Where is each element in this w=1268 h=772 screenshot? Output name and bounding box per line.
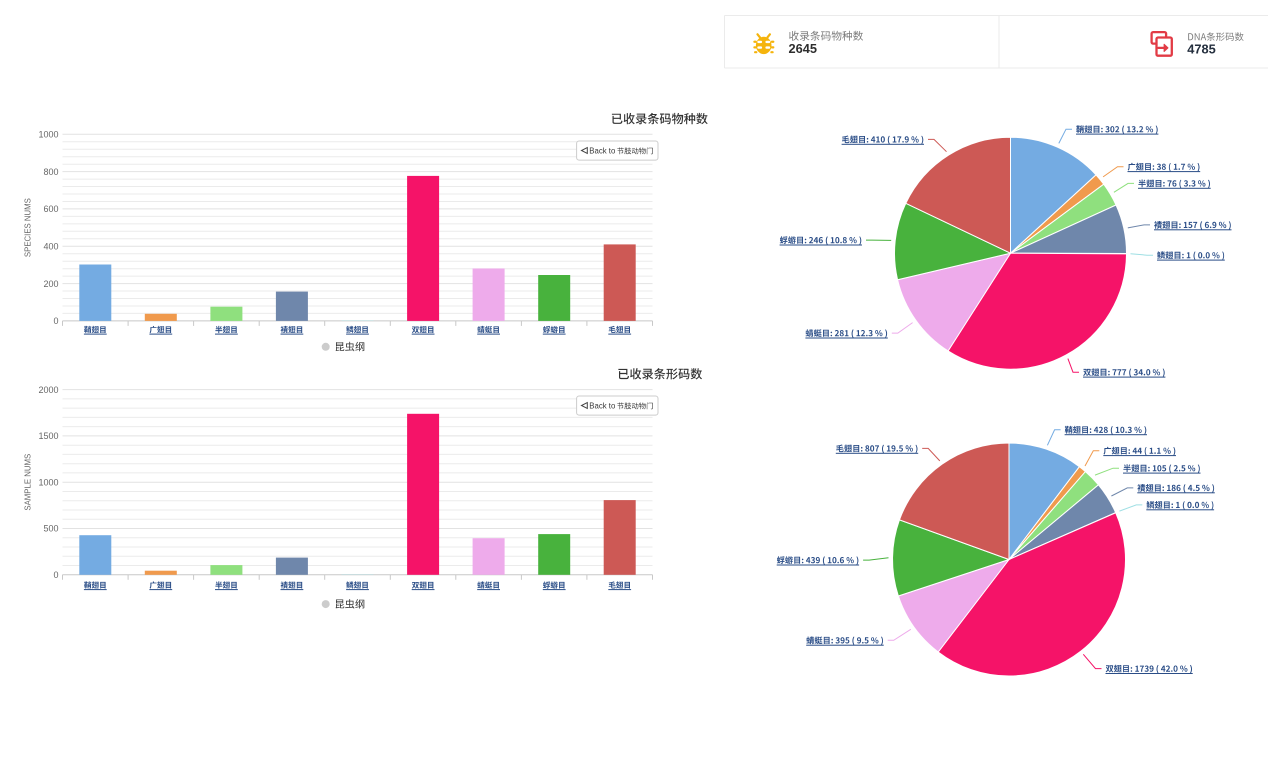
svg-text:Back to: Back to (589, 147, 616, 156)
svg-text:2645: 2645 (789, 41, 817, 56)
svg-text:SPECIES NUMS: SPECIES NUMS (24, 198, 33, 257)
svg-text:1000: 1000 (38, 130, 58, 140)
svg-text:1000: 1000 (38, 477, 58, 487)
svg-text:500: 500 (43, 524, 58, 534)
svg-text:Back to: Back to (589, 402, 616, 411)
svg-text:800: 800 (43, 167, 58, 177)
svg-text:200: 200 (43, 279, 58, 289)
svg-text:4785: 4785 (1187, 42, 1215, 57)
svg-text:1500: 1500 (38, 431, 58, 441)
svg-text:0: 0 (53, 316, 58, 326)
svg-text:2000: 2000 (38, 385, 58, 395)
svg-text:400: 400 (43, 242, 58, 252)
svg-text:SAMPLE NUMS: SAMPLE NUMS (24, 454, 33, 511)
svg-text:0: 0 (53, 570, 58, 580)
svg-text:600: 600 (43, 204, 58, 214)
